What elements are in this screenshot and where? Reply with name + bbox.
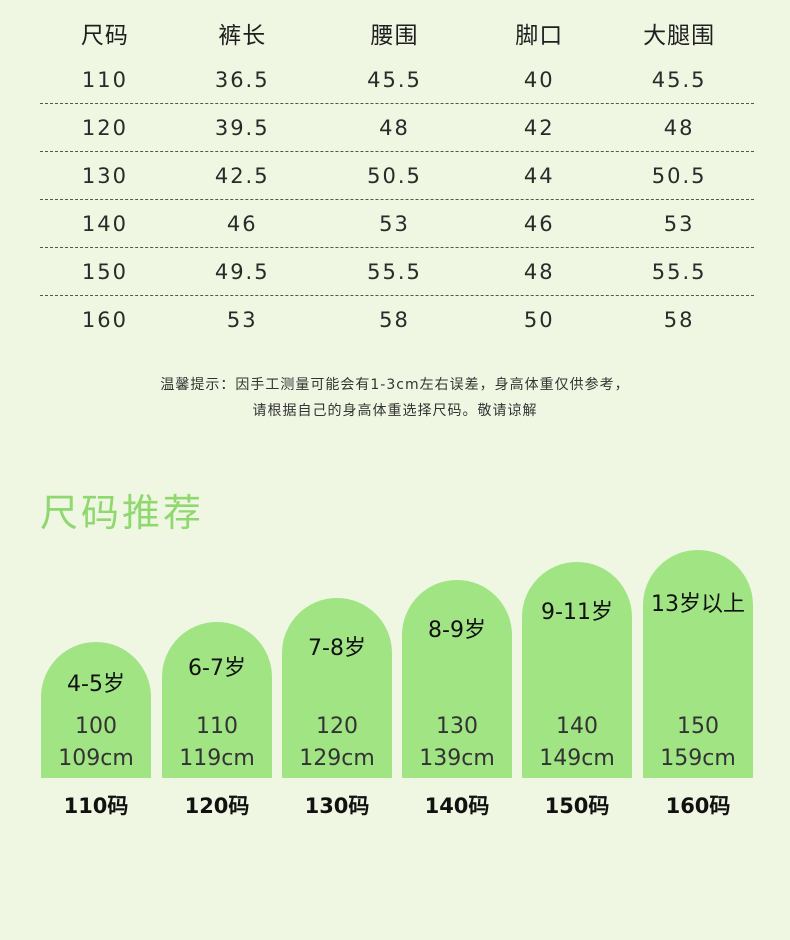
table-cell: 46 — [523, 212, 555, 236]
age-label: 8-9岁 — [428, 618, 486, 643]
height-range: 120 129cm — [282, 711, 392, 775]
header-thigh: 大腿围 — [643, 23, 716, 49]
size-label: 150码 — [544, 794, 610, 818]
height-range: 100 109cm — [41, 711, 151, 775]
height-range: 140 149cm — [522, 711, 632, 775]
table-row: 140 46 53 46 53 — [40, 200, 754, 248]
table-cell: 45.5 — [651, 68, 707, 92]
table-cell: 48 — [523, 260, 555, 284]
notice-line-1: 温馨提示：因手工测量可能会有1-3cm左右误差，身高体重仅供参考， — [160, 377, 630, 393]
height-range-to: 129cm — [299, 746, 375, 771]
table-cell: 58 — [663, 308, 695, 332]
table-cell: 120 — [81, 116, 128, 140]
table-cell: 53 — [379, 212, 410, 236]
table-row: 120 39.5 48 42 48 — [40, 104, 754, 152]
header-waist: 腰围 — [370, 23, 419, 49]
measurement-notice: 温馨提示：因手工测量可能会有1-3cm左右误差，身高体重仅供参考， 请根据自己的… — [0, 372, 790, 424]
table-cell: 49.5 — [214, 260, 270, 284]
table-cell: 42 — [523, 116, 555, 140]
size-label: 120码 — [184, 794, 250, 818]
height-range: 150 159cm — [643, 711, 753, 775]
table-cell: 40 — [523, 68, 555, 92]
table-cell: 55.5 — [651, 260, 707, 284]
table-cell: 36.5 — [214, 68, 270, 92]
table-cell: 58 — [379, 308, 410, 332]
recommend-card-140: 8-9岁 130 139cm — [402, 580, 512, 778]
recommend-card-150: 9-11岁 140 149cm — [522, 562, 632, 778]
age-label: 4-5岁 — [67, 672, 125, 697]
table-cell: 110 — [81, 68, 128, 92]
height-range-from: 120 — [316, 714, 358, 739]
table-cell: 50.5 — [367, 164, 422, 188]
notice-line-2: 请根据自己的身高体重选择尺码。敬请谅解 — [252, 403, 538, 419]
table-header-row: 尺码 裤长 腰围 脚口 大腿围 — [40, 10, 754, 56]
table-cell: 150 — [81, 260, 128, 284]
table-cell: 45.5 — [367, 68, 422, 92]
table-cell: 140 — [81, 212, 128, 236]
table-row: 150 49.5 55.5 48 55.5 — [40, 248, 754, 296]
table-cell: 50.5 — [651, 164, 707, 188]
recommend-card-110: 4-5岁 100 109cm — [41, 642, 151, 778]
header-leg-opening: 脚口 — [515, 23, 564, 49]
table-cell: 53 — [663, 212, 695, 236]
height-range-from: 110 — [196, 714, 238, 739]
table-cell: 130 — [81, 164, 128, 188]
recommend-card-130: 7-8岁 120 129cm — [282, 598, 392, 778]
table-cell: 44 — [523, 164, 555, 188]
height-range-from: 140 — [556, 714, 598, 739]
header-length: 裤长 — [218, 23, 267, 49]
table-cell: 39.5 — [214, 116, 270, 140]
height-range-from: 150 — [677, 714, 719, 739]
age-label: 7-8岁 — [308, 636, 366, 661]
age-label: 13岁以上 — [651, 592, 745, 617]
size-label: 160码 — [665, 794, 731, 818]
height-range-to: 149cm — [539, 746, 615, 771]
size-recommendation-title: 尺码推荐 — [40, 491, 205, 535]
recommend-card-120: 6-7岁 110 119cm — [162, 622, 272, 778]
table-cell: 55.5 — [367, 260, 422, 284]
table-cell: 160 — [81, 308, 128, 332]
size-table: 尺码 裤长 腰围 脚口 大腿围 110 36.5 45.5 40 45.5 12… — [40, 10, 754, 344]
recommend-card-160: 13岁以上 150 159cm — [643, 550, 753, 778]
table-cell: 53 — [226, 308, 258, 332]
age-label: 9-11岁 — [541, 600, 613, 625]
table-cell: 42.5 — [214, 164, 270, 188]
table-cell: 46 — [226, 212, 258, 236]
age-label: 6-7岁 — [188, 656, 246, 681]
table-cell: 50 — [523, 308, 555, 332]
table-cell: 48 — [379, 116, 410, 140]
height-range-from: 130 — [436, 714, 478, 739]
size-label: 140码 — [424, 794, 490, 818]
table-row: 160 53 58 50 58 — [40, 296, 754, 344]
height-range-to: 119cm — [179, 746, 255, 771]
height-range-from: 100 — [75, 714, 117, 739]
height-range-to: 139cm — [419, 746, 495, 771]
table-row: 130 42.5 50.5 44 50.5 — [40, 152, 754, 200]
height-range: 130 139cm — [402, 711, 512, 775]
height-range-to: 159cm — [660, 746, 736, 771]
height-range-to: 109cm — [58, 746, 134, 771]
header-size: 尺码 — [80, 23, 129, 49]
size-label: 130码 — [304, 794, 370, 818]
height-range: 110 119cm — [162, 711, 272, 775]
table-cell: 48 — [663, 116, 695, 140]
table-row: 110 36.5 45.5 40 45.5 — [40, 56, 754, 104]
size-label: 110码 — [63, 794, 129, 818]
